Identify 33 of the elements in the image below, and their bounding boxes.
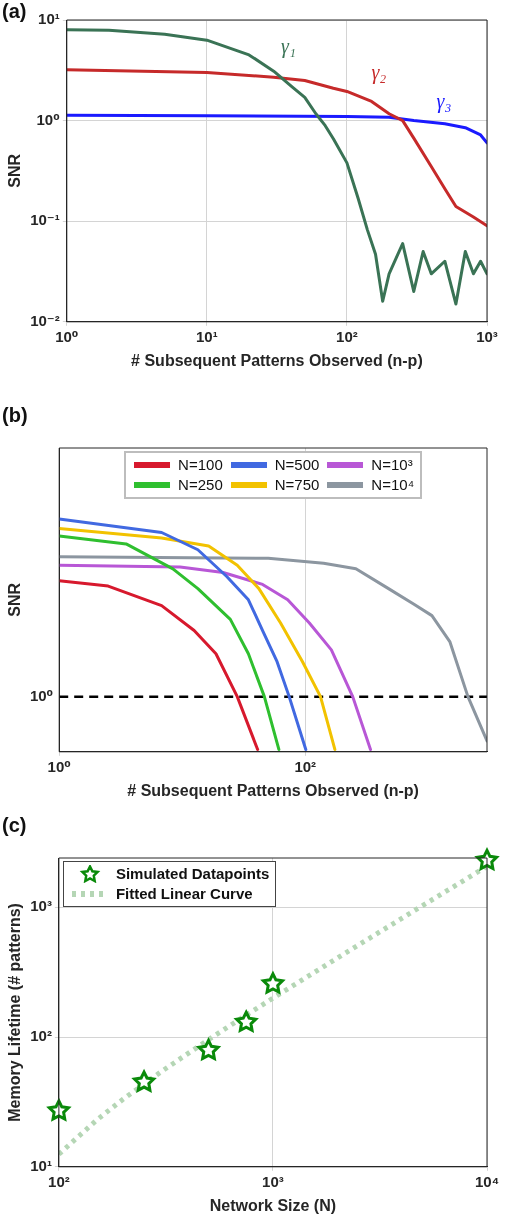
x-tick-label: 10³ [476, 327, 498, 345]
legend-label: N=750 [274, 475, 320, 495]
legend-label: N=10⁴ [371, 475, 415, 495]
y-tick-label: 10¹ [38, 10, 60, 28]
x-tick-label: 10² [336, 327, 358, 345]
y-axis-title: SNR [6, 582, 24, 617]
legend-label: Simulated Datapoints [115, 864, 270, 884]
y-tick-label: 10⁰ [36, 110, 60, 128]
x-axis-title: # Subsequent Patterns Observed (n-p) [131, 351, 423, 369]
y-tick-label: 10² [30, 1027, 52, 1045]
x-axis-title: # Subsequent Patterns Observed (n-p) [127, 781, 419, 799]
x-tick-label: 10¹ [196, 327, 218, 345]
y-axis-title: SNR [6, 153, 24, 188]
x-tick-label: 10³ [262, 1172, 284, 1190]
chart-title: (c) [2, 813, 27, 836]
series-label: γ₁ [281, 34, 296, 58]
x-tick-label: 10⁴ [474, 1172, 500, 1190]
legend-label: N=10³ [371, 455, 413, 475]
legend-label: Fitted Linear Curve [115, 884, 253, 904]
x-tick-label: 10⁰ [55, 327, 79, 345]
series-label: γ₂ [371, 60, 387, 84]
y-tick-label: 10¹ [30, 1156, 52, 1174]
x-axis-title: Network Size (N) [209, 1196, 337, 1214]
y-tick-label: 10⁻² [30, 311, 60, 329]
legend-label: N=500 [274, 455, 320, 475]
legend-label: N=100 [178, 455, 223, 475]
y-axis-title: Memory Lifetime (# patterns) [6, 903, 24, 1122]
y-tick-label: 10³ [30, 897, 52, 915]
chart-title: (b) [2, 403, 28, 426]
series-label: γ₃ [436, 90, 452, 114]
chart-title: (a) [2, 0, 27, 22]
y-tick-label: 10⁻¹ [30, 211, 60, 229]
legend-label: N=250 [178, 475, 223, 495]
